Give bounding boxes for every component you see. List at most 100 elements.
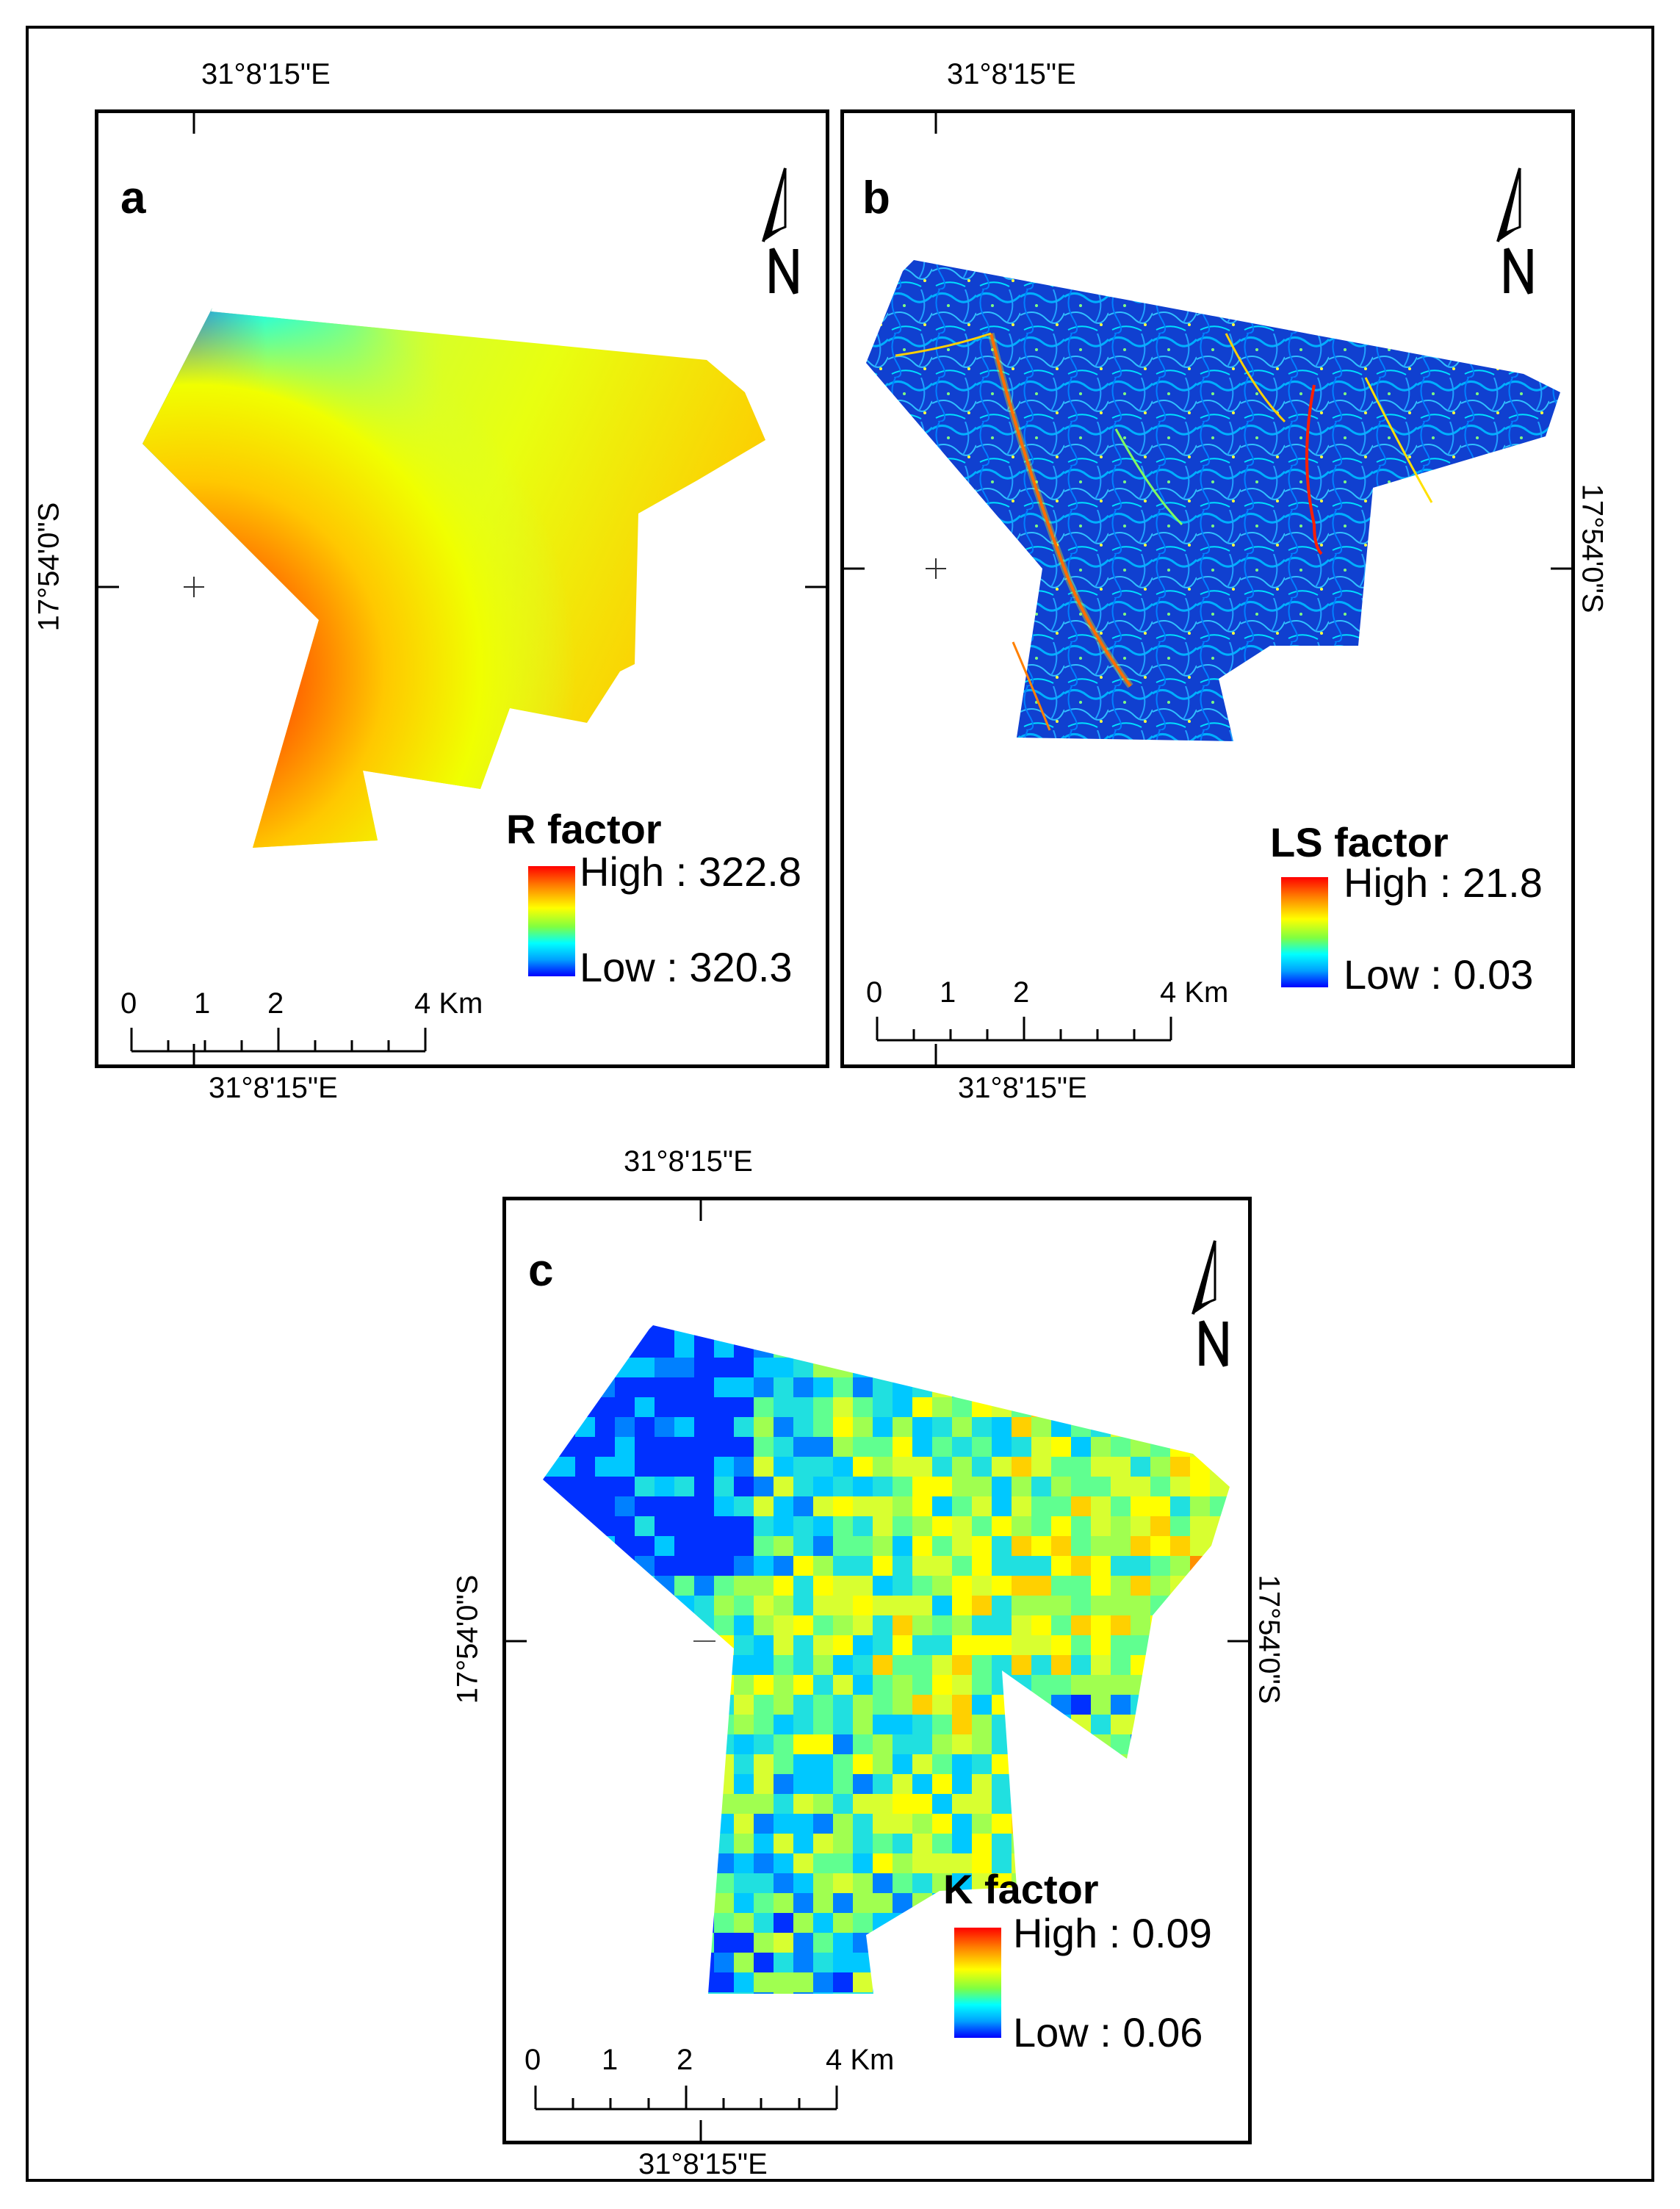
k-factor-cell xyxy=(774,1596,793,1615)
k-factor-cell xyxy=(674,1715,694,1734)
k-factor-cell xyxy=(655,1338,674,1358)
k-factor-cell xyxy=(1031,1734,1051,1754)
k-factor-cell xyxy=(1210,1397,1230,1417)
k-factor-cell xyxy=(853,1325,873,1338)
k-factor-cell xyxy=(655,1615,674,1635)
k-factor-cell xyxy=(1210,1794,1230,1814)
legend-color-ramp-b xyxy=(1281,877,1328,987)
k-factor-cell xyxy=(1111,1496,1131,1516)
k-factor-cell xyxy=(972,1325,992,1338)
k-factor-cell xyxy=(813,1754,833,1774)
k-factor-cell xyxy=(1111,1754,1131,1774)
k-factor-cell xyxy=(774,1695,793,1715)
k-factor-cell xyxy=(575,1477,595,1496)
k-factor-cell xyxy=(813,1853,833,1873)
k-factor-cell xyxy=(754,1675,774,1695)
k-factor-cell xyxy=(972,1556,992,1576)
k-factor-cell xyxy=(575,1635,595,1655)
k-factor-cell xyxy=(543,1992,555,1994)
k-factor-cell xyxy=(992,1496,1012,1516)
k-factor-cell xyxy=(714,1734,734,1754)
k-factor-cell xyxy=(595,1893,615,1913)
k-factor-cell xyxy=(694,1893,714,1913)
k-factor-cell xyxy=(1071,1516,1091,1536)
k-factor-cell xyxy=(555,1576,575,1596)
k-factor-cell xyxy=(615,1437,635,1457)
k-factor-cell xyxy=(1111,1477,1131,1496)
k-factor-cell xyxy=(1111,1794,1131,1814)
k-factor-cell xyxy=(674,1377,694,1397)
k-factor-cell xyxy=(1131,1576,1150,1596)
k-factor-cell xyxy=(674,1794,694,1814)
k-factor-cell xyxy=(1012,1437,1031,1457)
k-factor-cell xyxy=(833,1853,853,1873)
k-factor-cell xyxy=(952,1754,972,1774)
scale-label-4km: 4 Km xyxy=(826,2044,895,2076)
k-factor-cell xyxy=(615,1536,635,1556)
k-factor-cell xyxy=(1131,1972,1150,1992)
k-factor-cell xyxy=(833,1695,853,1715)
k-factor-cell xyxy=(1051,1754,1071,1774)
k-factor-cell xyxy=(595,1715,615,1734)
k-factor-cell xyxy=(1230,1576,1248,1596)
k-factor-cell xyxy=(912,1635,932,1655)
k-factor-cell xyxy=(952,1477,972,1496)
k-factor-cell xyxy=(1190,1814,1210,1834)
k-factor-cell xyxy=(655,1417,674,1437)
k-factor-cell xyxy=(912,1992,932,1994)
k-factor-cell xyxy=(1071,1615,1091,1635)
k-factor-cell xyxy=(1210,1734,1230,1754)
k-factor-cell xyxy=(714,1715,734,1734)
k-factor-cell xyxy=(853,1338,873,1358)
k-factor-cell xyxy=(754,1734,774,1754)
k-factor-cell xyxy=(754,1397,774,1417)
k-factor-cell xyxy=(1131,1437,1150,1457)
map-panel-a: a R factor High : 322.8 Low : 320.3 0 1 … xyxy=(95,109,829,1068)
k-factor-cell xyxy=(833,1338,853,1358)
k-factor-cell xyxy=(952,1576,972,1596)
k-factor-cell xyxy=(734,1338,754,1358)
k-factor-cell xyxy=(893,1615,912,1635)
k-factor-cell xyxy=(615,1992,635,1994)
k-factor-cell xyxy=(932,1576,952,1596)
k-factor-cell xyxy=(694,1834,714,1853)
k-factor-cell xyxy=(1170,1397,1190,1417)
k-factor-cell xyxy=(873,1675,893,1695)
k-factor-cell xyxy=(1190,1556,1210,1576)
k-factor-cell xyxy=(932,1437,952,1457)
k-factor-cell xyxy=(774,1972,793,1992)
k-factor-cell xyxy=(674,1496,694,1516)
k-factor-cell xyxy=(952,1596,972,1615)
k-factor-cell xyxy=(793,1417,813,1437)
k-factor-cell xyxy=(543,1457,555,1477)
k-factor-cell xyxy=(893,1853,912,1873)
k-factor-cell xyxy=(1071,1834,1091,1853)
k-factor-cell xyxy=(813,1992,833,1994)
k-factor-cell xyxy=(655,1576,674,1596)
k-factor-cell xyxy=(972,1734,992,1754)
k-factor-cell xyxy=(972,1358,992,1377)
k-factor-cell xyxy=(674,1457,694,1477)
k-factor-cell xyxy=(813,1953,833,1972)
k-factor-cell xyxy=(694,1814,714,1834)
k-factor-cell xyxy=(774,1794,793,1814)
k-factor-cell xyxy=(932,1754,952,1774)
k-factor-cell xyxy=(1031,1715,1051,1734)
k-factor-cell xyxy=(833,1596,853,1615)
legend-color-ramp-c xyxy=(954,1928,1001,2038)
k-factor-cell xyxy=(1071,1417,1091,1437)
k-factor-cell xyxy=(912,1338,932,1358)
k-factor-cell xyxy=(615,1417,635,1437)
k-factor-cell xyxy=(932,1873,952,1893)
k-factor-cell xyxy=(615,1754,635,1774)
k-factor-cell xyxy=(555,1774,575,1794)
k-factor-cell xyxy=(893,1556,912,1576)
north-arrow-icon xyxy=(1496,167,1533,295)
k-factor-cell xyxy=(714,1596,734,1615)
k-factor-cell xyxy=(833,1992,853,1994)
k-factor-cell xyxy=(555,1992,575,1994)
k-factor-cell xyxy=(912,1516,932,1536)
k-factor-cell xyxy=(595,1377,615,1397)
k-factor-cell xyxy=(1210,1992,1230,1994)
k-factor-cell xyxy=(655,1655,674,1675)
